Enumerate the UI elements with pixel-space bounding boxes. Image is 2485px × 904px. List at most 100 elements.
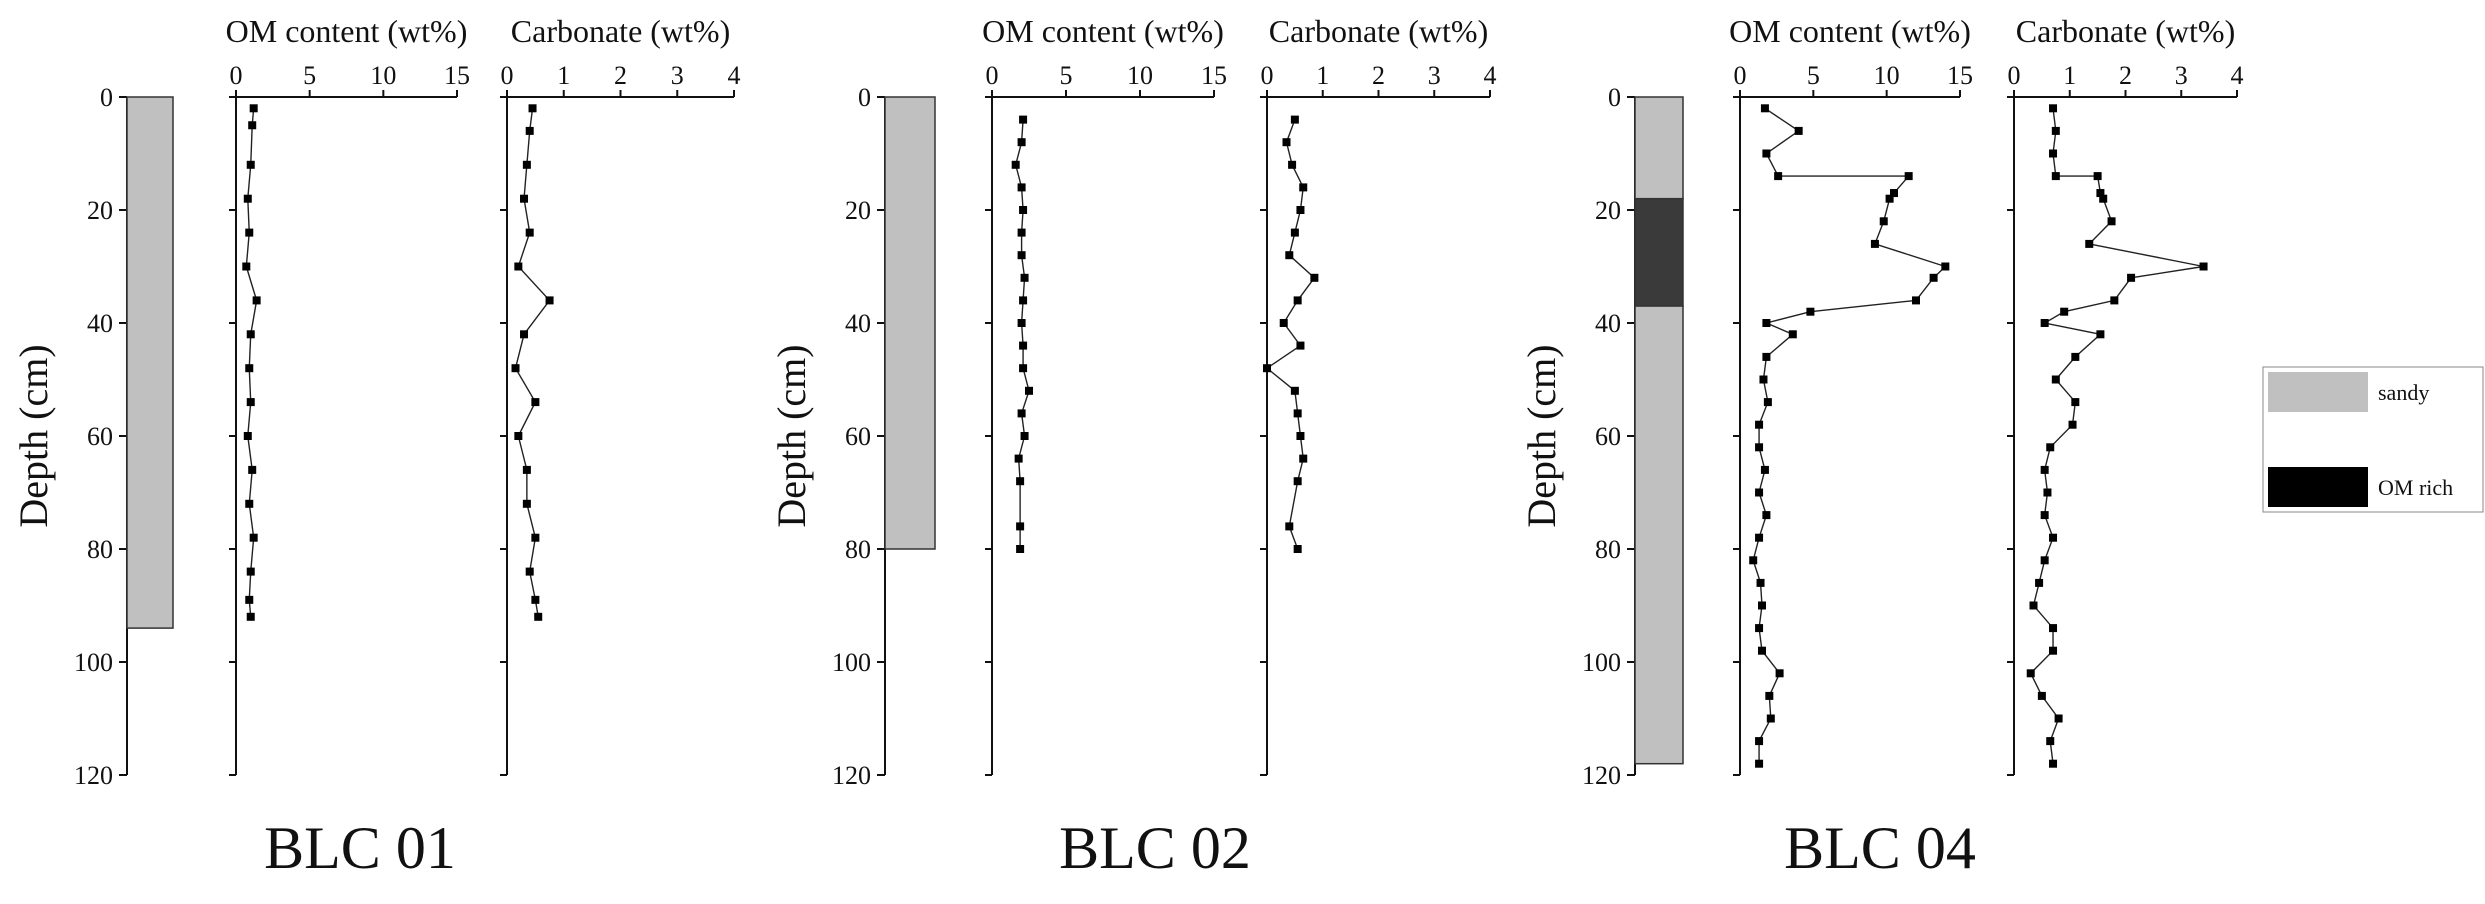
om-content-data-point [1870,239,1879,248]
depth-tick-label: 60 [87,422,113,451]
legend-swatch [2268,372,2368,412]
om-content-data-point [1755,420,1764,429]
carbonate-tick-label: 1 [1316,61,1329,90]
om-content-data-point [245,595,254,604]
carbonate-data-point [2093,172,2102,181]
om-content-data-point [245,228,254,237]
carbonate-axis-title: Carbonate (wt%) [1269,13,1488,49]
carbonate-series-line [1265,119,1316,550]
om-content-series-line [1752,107,1947,764]
om-content-data-point [1016,522,1025,531]
om-content-data-point [1016,477,1025,486]
carbonate-axis-title: Carbonate (wt%) [511,13,730,49]
carbonate-data-point [2049,624,2058,633]
depth-tick-label: 40 [845,309,871,338]
carbonate-data-point [2026,669,2035,678]
carbonate-axis-title: Carbonate (wt%) [2016,13,2235,49]
carbonate-data-point [522,499,531,508]
carbonate-data-point [2110,296,2119,305]
carbonate-data-point [2049,149,2058,158]
om-content-data-point [1766,714,1775,723]
om-content-tick-label: 15 [1201,61,1227,90]
carbonate-data-point [1282,138,1291,147]
depth-axis-title: Depth (cm) [769,344,814,527]
om-content-data-point [1758,646,1766,655]
depth-tick-label: 100 [74,648,113,677]
om-content-data-point [1774,172,1783,181]
depth-tick-label: 0 [100,83,113,112]
carbonate-tick-label: 4 [728,61,741,90]
carbonate-tick-label: 0 [2008,61,2021,90]
om-content-tick-label: 10 [1874,61,1900,90]
carbonate-tick-label: 3 [671,61,684,90]
om-content-data-point [245,499,254,508]
om-content-data-point [246,398,255,407]
depth-tick-label: 20 [87,196,113,225]
depth-axis-title: Depth (cm) [11,344,56,527]
om-content-data-point [252,296,261,305]
depth-tick-label: 80 [845,535,871,564]
carbonate-data-point [525,126,534,135]
om-content-data-point [1755,737,1764,746]
carbonate-data-point [531,398,540,407]
om-content-data-point [1762,149,1771,158]
om-content-tick-label: 5 [1807,61,1820,90]
om-content-tick-label: 5 [303,61,316,90]
carbonate-tick-label: 3 [1428,61,1441,90]
carbonate-data-point [525,567,534,576]
om-content-data-point [1017,319,1026,327]
carbonate-data-point [1293,545,1302,553]
carbonate-tick-label: 2 [2119,61,2132,90]
om-content-data-point [1904,172,1913,181]
carbonate-data-point [2046,443,2055,452]
carbonate-data-point [514,432,523,440]
carbonate-data-point [520,330,529,339]
carbonate-data-point [2127,273,2136,282]
carbonate-data-point [2099,194,2108,203]
om-content-data-point [1806,307,1815,316]
om-content-data-point [249,533,258,542]
carbonate-data-point [2046,737,2055,746]
carbonate-data-point [534,612,543,621]
carbonate-data-point [1263,364,1271,373]
om-content-data-point [246,567,255,576]
om-content-data-point [1749,556,1758,565]
carbonate-tick-label: 3 [2175,61,2188,90]
legend: sandy OM rich [2262,366,2484,513]
om-content-data-point [243,194,252,203]
carbonate-tick-label: 1 [2063,61,2076,90]
carbonate-data-point [2049,646,2058,655]
om-content-data-point [1760,104,1769,113]
carbonate-data-point [1285,522,1294,531]
om-content-data-point [1929,273,1938,282]
legend-swatch [2268,467,2368,507]
carbonate-data-point [2040,556,2049,565]
om-content-data-point [1788,330,1797,339]
om-content-tick-label: 10 [370,61,396,90]
om-content-data-point [1025,386,1033,395]
carbonate-data-point [1299,183,1308,192]
om-content-data-point [1775,669,1784,678]
om-content-panel: 0 5 10 15 OM content (wt%) [1729,13,1973,776]
carbonate-data-point [2037,691,2046,700]
om-content-data-point [1762,352,1771,361]
carbonate-data-point [1290,115,1299,124]
depth-tick-label: 20 [845,196,871,225]
depth-tick-label: 0 [858,83,871,112]
om-content-data-point [1794,126,1803,135]
om-content-data-point [1941,262,1950,271]
om-content-data-point [248,121,257,130]
carbonate-data-point [2054,714,2063,723]
om-content-data-point [1019,341,1028,350]
carbonate-data-point [2085,239,2094,248]
carbonate-data-point [1293,296,1302,305]
om-content-data-point [1019,364,1028,373]
carbonate-data-point [1299,454,1308,463]
carbonate-data-point [525,228,534,237]
lithology-sandy [126,96,174,629]
core-label: BLC 01 [264,815,456,881]
om-content-data-point [1759,375,1768,384]
